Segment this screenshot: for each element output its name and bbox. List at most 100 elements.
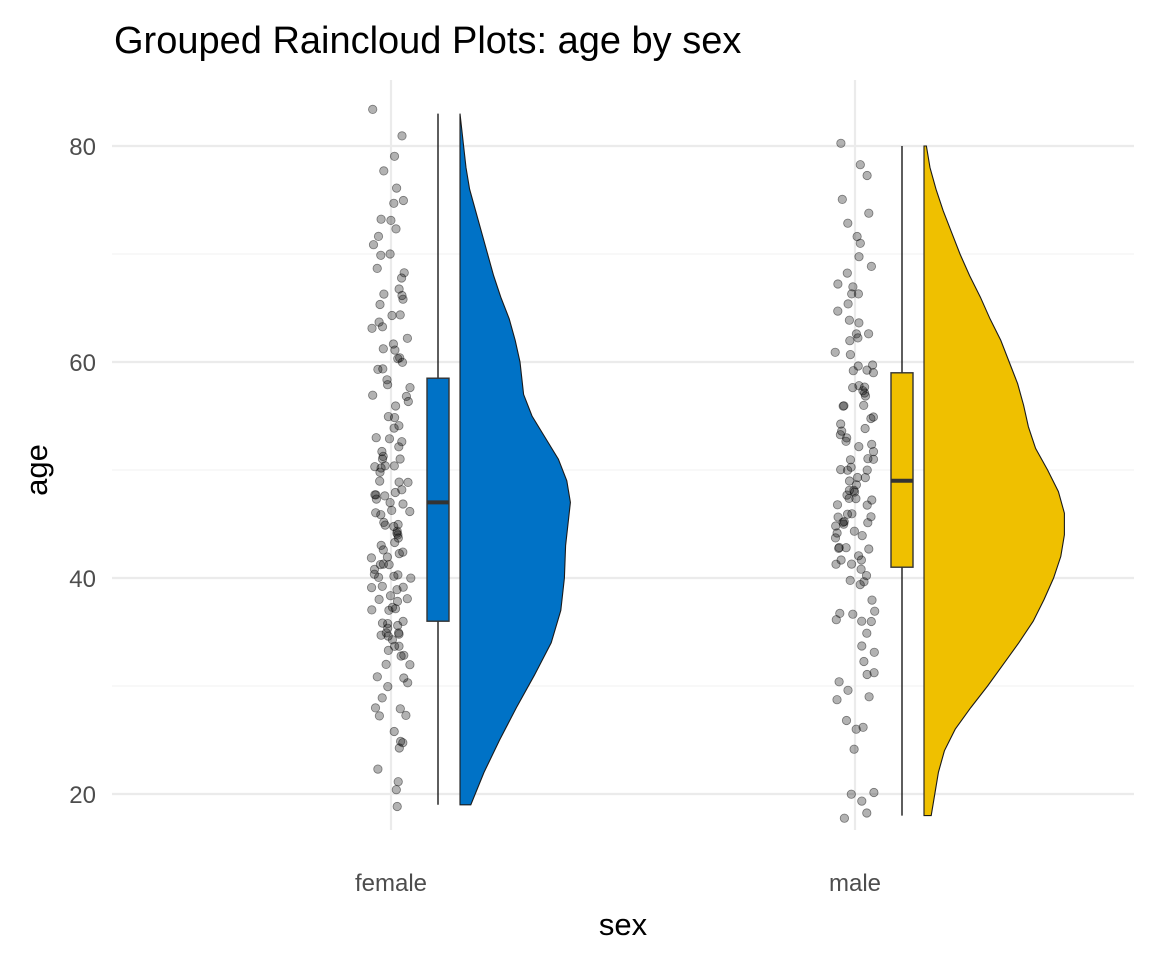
rain-point	[866, 261, 877, 271]
y-tick-label: 80	[69, 134, 96, 161]
rain-point	[854, 252, 864, 262]
rain-point	[379, 166, 389, 176]
rain-point	[371, 508, 381, 518]
rain-point	[379, 289, 389, 299]
rain-point	[842, 490, 852, 500]
rain-point	[863, 518, 873, 528]
rain-point	[386, 215, 396, 225]
rain-point	[373, 764, 383, 774]
rain-point	[394, 284, 404, 294]
x-tick-label: male	[829, 870, 881, 897]
rain-point	[367, 605, 377, 615]
rain-point	[403, 678, 413, 688]
rain-point	[854, 441, 864, 452]
rain-point	[862, 500, 872, 510]
rain-point	[851, 724, 861, 734]
rain-point	[391, 183, 402, 193]
rain-point	[383, 623, 393, 633]
rain-point	[376, 510, 386, 520]
x-axis-title: sex	[599, 907, 648, 942]
rain-point	[371, 490, 381, 500]
rain-point	[864, 544, 874, 554]
rain-point	[387, 310, 397, 321]
y-axis-title: age	[19, 444, 54, 496]
rain-point	[389, 198, 399, 208]
rain-point	[395, 353, 405, 363]
rain-point	[379, 517, 389, 528]
rain-point	[846, 789, 856, 799]
rain-point	[398, 547, 408, 557]
rain-point	[378, 545, 388, 555]
rain-point	[848, 366, 858, 376]
rain-point	[377, 693, 387, 703]
iqr-box	[890, 372, 914, 568]
rain-point	[370, 462, 380, 472]
rain-point	[833, 306, 843, 316]
rain-point	[867, 439, 877, 449]
rain-point	[869, 647, 879, 657]
rain-point	[383, 411, 393, 422]
rain-point	[867, 595, 877, 605]
rain-point	[393, 620, 403, 631]
rain-point	[839, 813, 850, 823]
rain-point	[858, 722, 868, 732]
rain-point	[852, 231, 862, 242]
rain-point	[845, 336, 855, 346]
rain-point	[849, 526, 860, 536]
rain-point	[844, 315, 855, 325]
rain-point	[401, 391, 411, 401]
rain-point	[846, 559, 857, 569]
y-tick-label: 20	[69, 782, 96, 809]
rain-point	[392, 585, 402, 595]
rain-point	[842, 509, 853, 519]
rain-point	[391, 785, 401, 795]
rain-point	[387, 602, 398, 613]
rain-point	[867, 360, 878, 370]
rain-point	[377, 618, 388, 628]
rain-point	[380, 520, 390, 530]
rain-point	[390, 537, 400, 548]
rain-point	[398, 195, 408, 206]
rain-point	[406, 573, 416, 583]
rain-point	[402, 594, 412, 604]
rain-point	[835, 608, 845, 619]
rain-point	[394, 743, 404, 753]
rain-point	[833, 279, 843, 289]
rain-point	[367, 323, 377, 333]
rain-point	[862, 628, 872, 638]
density-cloud	[459, 113, 571, 806]
rain-point	[849, 744, 859, 754]
rain-point	[831, 521, 841, 531]
rain-point	[394, 421, 404, 431]
rain-point	[845, 455, 856, 465]
rain-point	[405, 382, 415, 393]
rain-point	[399, 673, 409, 683]
rain-point	[862, 465, 872, 475]
rain-point	[377, 322, 388, 332]
rain-point	[863, 454, 873, 464]
rain-point	[847, 509, 857, 519]
rain-point	[857, 796, 867, 806]
rain-point	[398, 499, 408, 509]
group-male	[830, 138, 1065, 823]
rain-point	[374, 711, 384, 721]
rain-point	[395, 736, 406, 747]
rain-point	[382, 552, 392, 562]
rain-point	[860, 423, 870, 434]
rain-point	[860, 472, 870, 483]
rain-point	[385, 249, 395, 259]
rain-point	[868, 454, 879, 464]
rain-point	[859, 388, 870, 398]
rain-point	[837, 426, 847, 436]
rain-point	[855, 160, 865, 170]
grid-lines	[112, 80, 1134, 830]
rain-point	[853, 333, 863, 343]
rain-point	[869, 787, 879, 798]
rain-point	[384, 559, 394, 570]
rain-point	[851, 480, 862, 490]
rain-point	[844, 476, 855, 486]
rain-point	[854, 381, 864, 391]
rain-point	[389, 521, 399, 532]
rain-point	[397, 131, 407, 141]
rain-point	[393, 530, 403, 540]
